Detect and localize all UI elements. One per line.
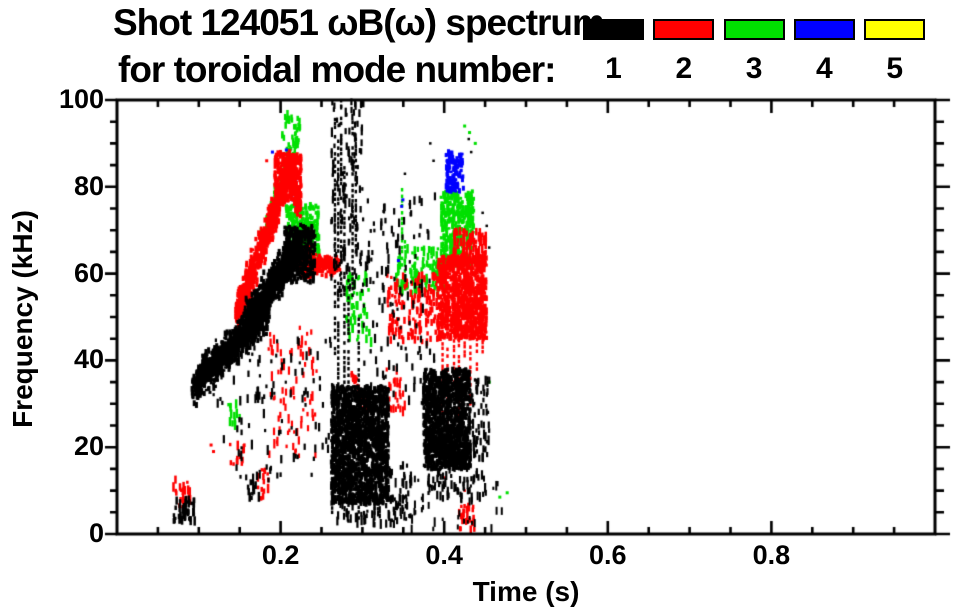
- legend-swatch-mode-4: [793, 19, 855, 40]
- y-axis-title: Frequency (kHz): [7, 210, 38, 428]
- x-tick-label: 0.6: [589, 540, 627, 570]
- legend-swatch-mode-5: [864, 19, 926, 40]
- legend-mode-number: 1: [605, 52, 622, 85]
- x-axis-title: Time (s): [472, 576, 580, 607]
- x-tick-label: 0.4: [425, 540, 463, 570]
- y-tick-label: 0: [88, 518, 104, 548]
- y-tick-label: 20: [73, 431, 104, 462]
- legend-swatch-mode-3: [723, 19, 785, 40]
- legend-mode-number: 2: [675, 52, 693, 85]
- chart-title-line1: Shot 124051 ωB(ω) spectrum: [113, 2, 605, 43]
- legend-mode-number: 3: [745, 52, 763, 85]
- legend-mode-number: 5: [886, 52, 904, 85]
- chart-title-line2: for toroidal mode number:: [118, 49, 556, 90]
- y-tick-label: 100: [58, 84, 104, 114]
- y-tick-label: 60: [73, 257, 104, 288]
- legend-mode-number: 4: [816, 52, 833, 85]
- legend-swatch-mode-2: [653, 19, 715, 40]
- y-tick-label: 80: [73, 170, 104, 201]
- x-tick-label: 0.8: [752, 540, 791, 570]
- y-tick-label: 40: [73, 344, 104, 375]
- x-tick-label: 0.2: [261, 540, 300, 570]
- legend-swatch-mode-1: [583, 19, 644, 40]
